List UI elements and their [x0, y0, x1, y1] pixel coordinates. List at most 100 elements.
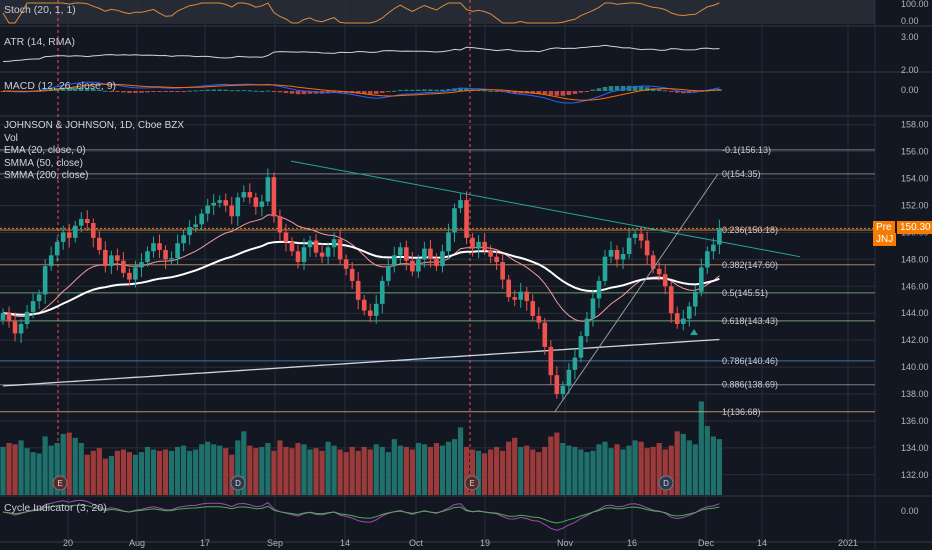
candle-body	[693, 291, 698, 307]
smma-200-line	[2, 338, 720, 387]
volume-bar	[48, 445, 54, 495]
candle-body	[548, 346, 554, 376]
macd-hist-bar	[404, 89, 409, 91]
candle-body	[373, 303, 379, 316]
macd-hist-bar	[115, 91, 120, 92]
volume-bar	[463, 446, 470, 495]
x-tick-label: Oct	[409, 538, 424, 548]
event-marker-D	[230, 475, 246, 491]
volume-bar	[331, 445, 337, 495]
macd-hist-bar	[337, 91, 343, 93]
volume-bar	[500, 450, 506, 495]
volume-bar	[686, 440, 692, 495]
stoch-title: Stoch (20, 1, 1)	[4, 4, 76, 16]
candle-body	[313, 240, 319, 253]
volume-bar	[187, 450, 193, 495]
candle-body	[343, 259, 349, 269]
stoch-line	[2, 2, 720, 24]
fib-level-label: 0.618(143.43)	[722, 316, 778, 326]
candle-body	[626, 237, 632, 254]
macd-hist-bar	[656, 89, 662, 91]
macd-hist-bar	[578, 91, 584, 93]
x-tick-label: Sep	[267, 538, 283, 548]
macd-hist-bar	[78, 87, 84, 91]
volume-bar	[560, 443, 566, 495]
fib-level-label: 0.236(150.18)	[722, 225, 778, 235]
main-legend: JOHNSON & JOHNSON, 1D, Cboe BZX Vol EMA …	[4, 120, 184, 183]
macd-hist-bar	[84, 87, 90, 91]
candle-body	[60, 232, 66, 242]
candle-body	[163, 249, 168, 260]
fib-level-label: 0.786(140.46)	[722, 356, 778, 366]
volume-bar	[217, 445, 223, 495]
legend-ema[interactable]: EMA (20, close, 0)	[4, 145, 86, 156]
fib-level-label: 0(154.35)	[722, 169, 761, 179]
macd-hist-bar	[223, 89, 229, 91]
legend-vol[interactable]: Vol	[4, 132, 18, 144]
candle-body	[656, 268, 662, 275]
volume-bar	[626, 445, 632, 495]
macd-hist-bar	[560, 91, 566, 96]
candle-body	[91, 223, 96, 238]
y-tick-label: 142.00	[901, 335, 929, 345]
macd-hist-bar	[109, 91, 114, 92]
macd-hist-bar	[638, 86, 644, 91]
candle-body	[97, 237, 102, 250]
last-price-tag: 150.30	[897, 221, 932, 234]
candle-body	[127, 272, 132, 280]
candle-body	[500, 262, 505, 280]
candle-body	[422, 248, 427, 260]
y-tick-label: 138.00	[901, 389, 929, 399]
legend-smma-50[interactable]: SMMA (50, close)	[4, 157, 83, 169]
candle-body	[84, 218, 90, 224]
macd-hist-bar	[91, 88, 96, 91]
candle-body	[398, 247, 403, 256]
candle-body	[482, 241, 487, 250]
candle-body	[711, 244, 716, 252]
macd-hist-bar	[193, 90, 198, 92]
macd-hist-bar	[422, 89, 427, 91]
legend-smma-200[interactable]: SMMA (200, close)	[4, 170, 89, 181]
candle-body	[416, 259, 421, 272]
symbol-title[interactable]: JOHNSON & JOHNSON, 1D, Cboe BZX	[4, 120, 185, 131]
atr-tick: 2.00	[901, 65, 919, 75]
volume-bar	[223, 448, 229, 495]
macd-hist-bar	[241, 90, 247, 92]
volume-bar	[12, 444, 18, 495]
candle-body	[668, 286, 674, 314]
macd-hist-bar	[217, 89, 223, 91]
volume-bar	[229, 454, 235, 495]
volume-bar	[433, 443, 440, 495]
candle-body	[283, 232, 289, 242]
candle-body	[199, 213, 204, 225]
volume-bar	[674, 431, 680, 495]
fib-level-label: 0.382(147.60)	[722, 260, 778, 270]
candle-body	[181, 235, 186, 244]
macd-hist-bar	[416, 89, 421, 91]
macd-hist-bar	[355, 91, 361, 94]
candle-body	[175, 243, 180, 259]
candle-body	[385, 266, 391, 281]
volume-bar	[524, 445, 530, 495]
candle-body	[650, 255, 656, 269]
candle-body	[554, 375, 560, 395]
candle-body	[367, 310, 373, 316]
candle-body	[48, 255, 54, 267]
candle-body	[596, 280, 602, 299]
volume-bar	[475, 450, 482, 495]
volume-bar	[132, 454, 139, 495]
y-tick-label: 158.00	[901, 120, 929, 130]
y-tick-label: 156.00	[901, 147, 929, 157]
candle-body	[428, 248, 433, 259]
macd-hist-bar	[361, 91, 367, 95]
volume-bar	[235, 440, 241, 495]
macd-tick: 0.00	[901, 85, 919, 95]
macd-hist-bar	[590, 89, 596, 91]
candle-body	[392, 255, 397, 267]
x-tick-label: 19	[480, 538, 490, 548]
volume-bar	[578, 449, 584, 495]
macd-hist-bar	[482, 90, 487, 92]
volume-bar	[494, 446, 500, 495]
macd-hist-bar	[650, 88, 656, 91]
